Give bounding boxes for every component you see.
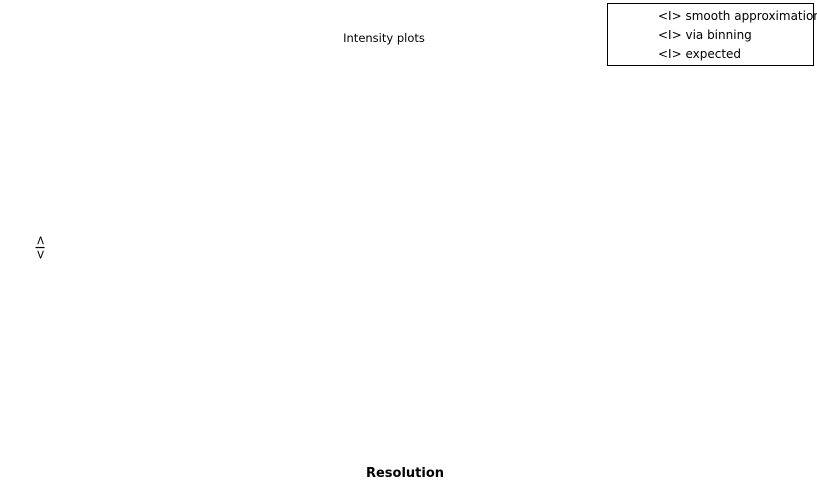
legend-sample-smooth-line-icon bbox=[614, 9, 650, 25]
legend-sample-expected-line-icon bbox=[614, 47, 650, 63]
legend-sample-binning-line-icon bbox=[614, 28, 650, 44]
legend-box: <I> smooth approximation <I> via binning… bbox=[607, 3, 817, 66]
legend-entry-smooth: <I> smooth approximation bbox=[614, 7, 817, 26]
legend-entry-expected: <I> expected bbox=[614, 45, 809, 64]
x-axis-label: Resolution bbox=[365, 466, 445, 481]
y-axis-label: <I> bbox=[32, 235, 48, 260]
legend-entry-binning: <I> via binning bbox=[614, 26, 809, 45]
chart-title: Intensity plots bbox=[343, 31, 425, 45]
legend-label-expected: <I> expected bbox=[658, 47, 742, 61]
legend-label-binning: <I> via binning bbox=[658, 28, 752, 42]
legend-label-smooth: <I> smooth approximation bbox=[658, 9, 817, 23]
